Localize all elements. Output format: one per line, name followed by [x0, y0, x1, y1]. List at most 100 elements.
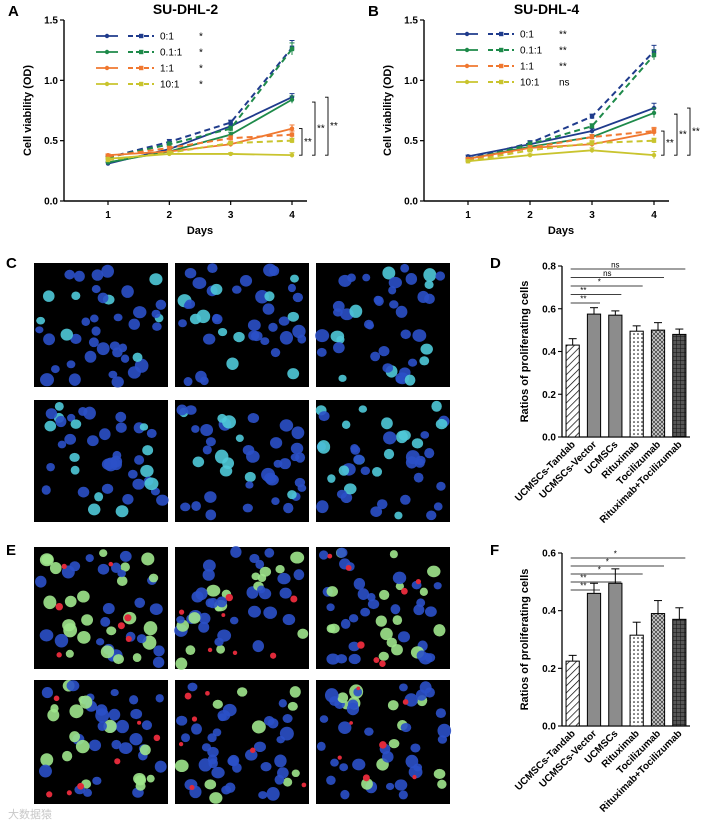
cell-nucleus	[122, 493, 134, 505]
micrograph-image-2	[174, 546, 309, 670]
cell-nucleus	[287, 283, 296, 293]
comparison-label: ns	[611, 261, 619, 270]
cell-nucleus	[81, 317, 91, 326]
legend-marker-solid	[464, 63, 470, 69]
cell-nucleus	[399, 683, 408, 692]
cell-nucleus	[134, 455, 145, 465]
cell-nucleus	[419, 587, 428, 597]
cell-nucleus	[209, 792, 223, 804]
y-tick-label: 0.5	[44, 136, 58, 147]
significance-label: **	[330, 121, 338, 132]
cell-nucleus	[419, 681, 432, 694]
data-point	[651, 110, 657, 116]
cell-nucleus	[218, 713, 227, 722]
cell-nucleus	[392, 615, 403, 626]
cell-nucleus	[353, 578, 366, 590]
cell-nucleus	[198, 758, 212, 772]
red-marker	[117, 622, 125, 630]
cell-nucleus	[115, 411, 127, 423]
cell-nucleus	[47, 708, 60, 722]
y-tick-label: 1.5	[44, 16, 58, 27]
cell-nucleus	[43, 333, 56, 346]
cell-nucleus	[247, 413, 260, 424]
red-marker	[114, 758, 121, 765]
cell-nucleus	[427, 565, 441, 578]
cell-nucleus	[404, 374, 416, 386]
cell-nucleus	[110, 455, 123, 468]
cell-nucleus	[236, 687, 248, 697]
cell-nucleus	[117, 569, 126, 578]
series-line	[107, 133, 293, 158]
significance-label: **	[304, 137, 312, 148]
series-line	[107, 47, 293, 159]
red-marker	[232, 650, 238, 656]
cell-nucleus	[139, 744, 151, 756]
cell-nucleus	[54, 633, 69, 648]
bar-ucmscs	[608, 314, 623, 438]
cell-nucleus	[133, 306, 147, 319]
cell-nucleus	[176, 715, 188, 726]
red-marker	[356, 686, 361, 691]
cell-nucleus	[326, 653, 340, 665]
cell-nucleus	[251, 572, 260, 581]
cell-nucleus	[191, 501, 201, 511]
cell-nucleus	[365, 321, 375, 330]
cell-nucleus	[219, 465, 233, 477]
legend-marker-solid	[464, 47, 470, 53]
bar-ucmscs-tandab	[565, 660, 580, 727]
cell-nucleus	[260, 337, 270, 346]
cell-nucleus	[108, 708, 121, 721]
legend-marker-dashed	[499, 31, 504, 37]
cell-nucleus	[361, 778, 373, 790]
x-tick-label: 1	[465, 210, 471, 221]
cell-nucleus	[152, 322, 162, 331]
cell-nucleus	[178, 319, 187, 328]
cell-nucleus	[217, 629, 232, 642]
cell-nucleus	[191, 591, 204, 603]
bar-ucmscs-vector	[586, 592, 602, 727]
legend-label: 1:1	[160, 64, 174, 75]
cell-nucleus	[424, 293, 435, 305]
cell-nucleus	[317, 440, 331, 454]
legend-significance: ns	[559, 78, 570, 89]
cell-nucleus	[229, 616, 239, 625]
cell-nucleus	[75, 739, 90, 754]
red-marker	[373, 657, 380, 664]
micrograph-image-3	[316, 547, 450, 669]
cell-nucleus	[184, 299, 196, 309]
cell-nucleus	[205, 437, 216, 447]
legend-significance: *	[199, 64, 203, 75]
red-marker	[205, 690, 210, 696]
cell-nucleus	[340, 618, 351, 629]
cell-nucleus	[338, 721, 352, 734]
significance-label: **	[692, 127, 700, 138]
cell-nucleus	[120, 354, 130, 363]
cell-nucleus	[108, 370, 118, 379]
red-marker	[66, 790, 72, 796]
legend-marker-dashed	[139, 33, 144, 39]
cell-nucleus	[221, 785, 232, 795]
x-tick-label: 3	[589, 210, 595, 221]
legend-marker-solid	[104, 49, 110, 55]
cell-nucleus	[100, 645, 115, 659]
cell-nucleus	[35, 575, 47, 588]
legend-significance: *	[199, 48, 203, 59]
series-line	[467, 139, 655, 163]
bar-ucmscs-tandab	[565, 344, 580, 438]
data-point	[589, 148, 595, 153]
cell-nucleus	[319, 715, 329, 723]
y-tick-label: 0.6	[542, 549, 556, 560]
cell-nucleus	[385, 782, 395, 791]
cell-nucleus	[374, 296, 384, 307]
red-marker	[349, 721, 353, 725]
cell-nucleus	[364, 727, 374, 736]
cell-nucleus	[99, 549, 108, 558]
legend-label: 1:1	[520, 62, 534, 73]
cell-nucleus	[101, 483, 114, 494]
cell-nucleus	[435, 271, 446, 281]
cell-nucleus	[340, 789, 350, 800]
cell-nucleus	[420, 343, 433, 355]
cell-nucleus	[262, 303, 275, 315]
cell-nucleus	[139, 423, 149, 431]
cell-nucleus	[318, 411, 330, 422]
